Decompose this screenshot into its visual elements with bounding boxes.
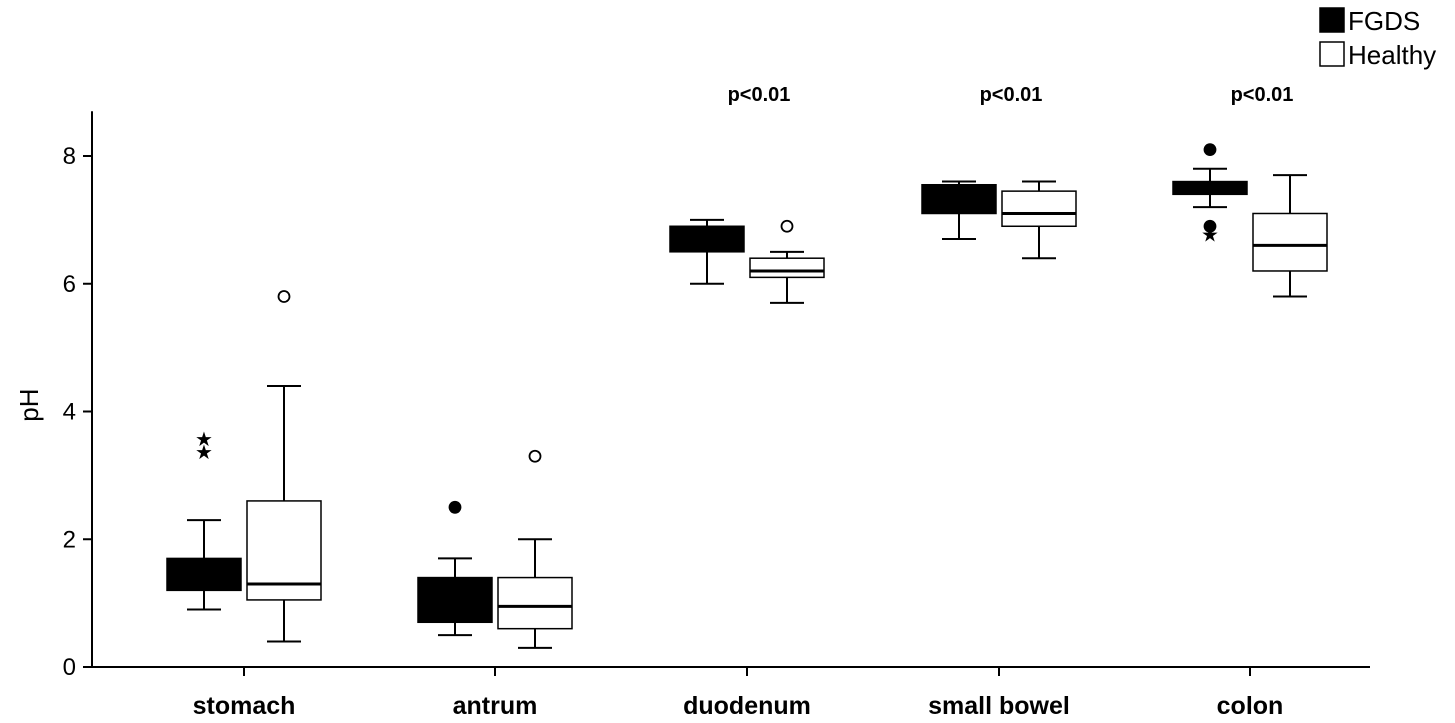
box-fgds-stomach: ★★ bbox=[166, 427, 242, 611]
outlier-point bbox=[780, 219, 794, 233]
legend-label-fgds: FGDS bbox=[1348, 6, 1420, 36]
box-fgds-duodenum bbox=[669, 218, 745, 285]
box bbox=[497, 576, 573, 630]
outlier-point bbox=[1203, 219, 1217, 233]
box-healthy-stomach bbox=[246, 290, 322, 643]
box bbox=[1001, 190, 1077, 228]
p-value-label: p<0.01 bbox=[980, 84, 1043, 106]
legend-swatch-healthy bbox=[1319, 41, 1345, 67]
y-tick-label: 8 bbox=[63, 143, 76, 170]
p-value-label: p<0.01 bbox=[1231, 84, 1294, 106]
p-value-annotations: p<0.01 p<0.01 p<0.01 bbox=[728, 84, 1294, 106]
box bbox=[1252, 212, 1328, 272]
outlier-point bbox=[277, 290, 291, 303]
box-fgds-antrum bbox=[417, 500, 493, 637]
x-category-label: duodenum bbox=[683, 692, 811, 720]
legend-label-healthy: Healthy bbox=[1348, 40, 1436, 70]
y-tick-label: 0 bbox=[63, 654, 76, 681]
box-healthy-duodenum bbox=[749, 219, 825, 304]
x-category-label: small bowel bbox=[928, 692, 1070, 720]
legend: FGDS Healthy bbox=[1319, 6, 1436, 70]
box-healthy-antrum bbox=[497, 449, 573, 649]
plot-area: ★★★ bbox=[166, 143, 1328, 649]
y-axis-title: pH bbox=[14, 388, 44, 421]
extreme-point: ★ bbox=[195, 427, 213, 451]
x-category-label: antrum bbox=[453, 692, 538, 720]
x-category-label: colon bbox=[1217, 692, 1284, 720]
y-tick-label: 2 bbox=[63, 526, 76, 553]
box-fgds-colon: ★ bbox=[1172, 143, 1248, 247]
box-fgds-small-bowel bbox=[921, 180, 997, 241]
x-category-label: stomach bbox=[193, 692, 296, 720]
outlier-point bbox=[528, 449, 542, 463]
legend-swatch-fgds bbox=[1319, 7, 1345, 33]
p-value-label: p<0.01 bbox=[728, 84, 791, 106]
extreme-point: ★ bbox=[195, 440, 213, 464]
y-tick-label: 6 bbox=[63, 271, 76, 298]
box bbox=[749, 257, 825, 279]
box-healthy-small-bowel bbox=[1001, 180, 1077, 260]
outlier-point bbox=[1203, 143, 1217, 157]
outlier-point bbox=[448, 500, 462, 514]
box-healthy-colon bbox=[1252, 174, 1328, 298]
axes: 0 2 4 6 8 stomach antrum duodenum small bowel col… bbox=[14, 111, 1370, 720]
extreme-point: ★ bbox=[1201, 223, 1219, 247]
box bbox=[921, 183, 997, 215]
y-tick-label: 4 bbox=[63, 399, 76, 426]
